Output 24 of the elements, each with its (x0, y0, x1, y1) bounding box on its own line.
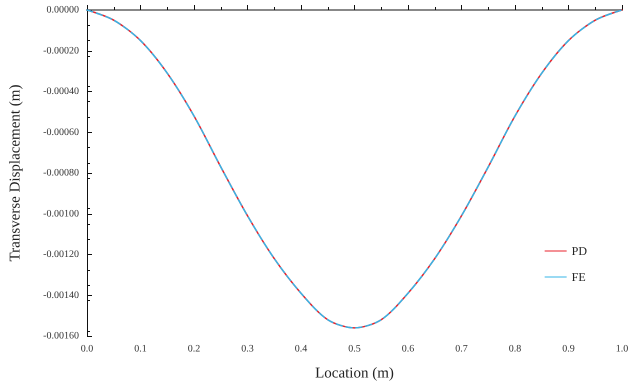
legend-label: FE (572, 270, 586, 284)
x-tick-label: 0.7 (455, 344, 468, 354)
x-tick-label: 0.5 (348, 344, 361, 354)
y-tick-label: -0.00140 (43, 290, 79, 301)
x-tick-label: 0.6 (402, 344, 414, 354)
x-tick-label: 0.1 (134, 344, 147, 354)
x-tick-label: 0.4 (294, 344, 308, 354)
y-tick-label: -0.00040 (43, 86, 79, 97)
x-tick-label: 0.8 (508, 344, 522, 354)
x-tick-label: 1.0 (616, 344, 628, 354)
y-tick-label: -0.00080 (43, 168, 79, 178)
x-tick-label: 0.0 (80, 344, 94, 354)
x-axis-title: Location (m) (315, 366, 394, 382)
y-tick-label: -0.00100 (43, 208, 79, 220)
x-tick-label: 0.2 (188, 344, 200, 354)
x-tick-label: 0.3 (241, 344, 254, 354)
y-tick-label: -0.00020 (43, 45, 79, 56)
x-tick-label: 0.9 (562, 344, 575, 354)
y-tick-label: -0.00060 (43, 126, 79, 138)
y-tick-label: -0.00160 (43, 330, 79, 342)
y-axis-title: Transverse Displacement (m) (8, 84, 24, 262)
y-tick-label: 0.00000 (46, 4, 79, 16)
legend-label: PD (572, 244, 588, 258)
y-tick-label: -0.00120 (43, 249, 79, 260)
